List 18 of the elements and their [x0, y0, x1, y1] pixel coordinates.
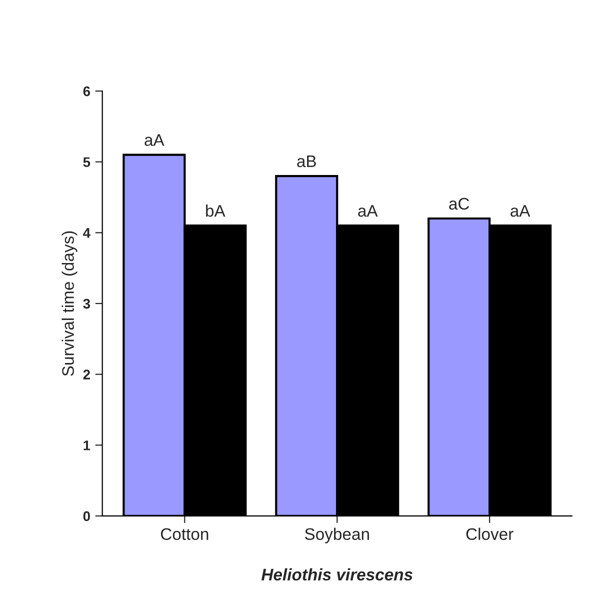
data-label: aC: [449, 198, 470, 210]
y-tick-label: 6: [83, 86, 90, 96]
y-tick-label: 3: [83, 298, 90, 309]
data-label: aA: [510, 205, 530, 217]
data-label: bA: [206, 204, 226, 217]
y-tick-label: 4: [83, 228, 90, 238]
y-tick-label: 2: [83, 370, 90, 380]
data-label: aB: [297, 156, 316, 168]
data-label: aA: [358, 205, 378, 217]
data-label: aA: [144, 134, 164, 146]
y-tick-label: 1: [84, 440, 90, 450]
x-tick-label: Cotton: [160, 528, 208, 540]
x-axis-title: Heliothis virescens: [261, 568, 413, 581]
y-axis-title: Survival time (days): [62, 231, 78, 376]
y-tick-label: 0: [83, 511, 90, 522]
y-tick-label: 5: [83, 157, 90, 168]
x-tick-label: Clover: [466, 528, 514, 540]
x-tick-label: Soybean: [304, 528, 369, 544]
